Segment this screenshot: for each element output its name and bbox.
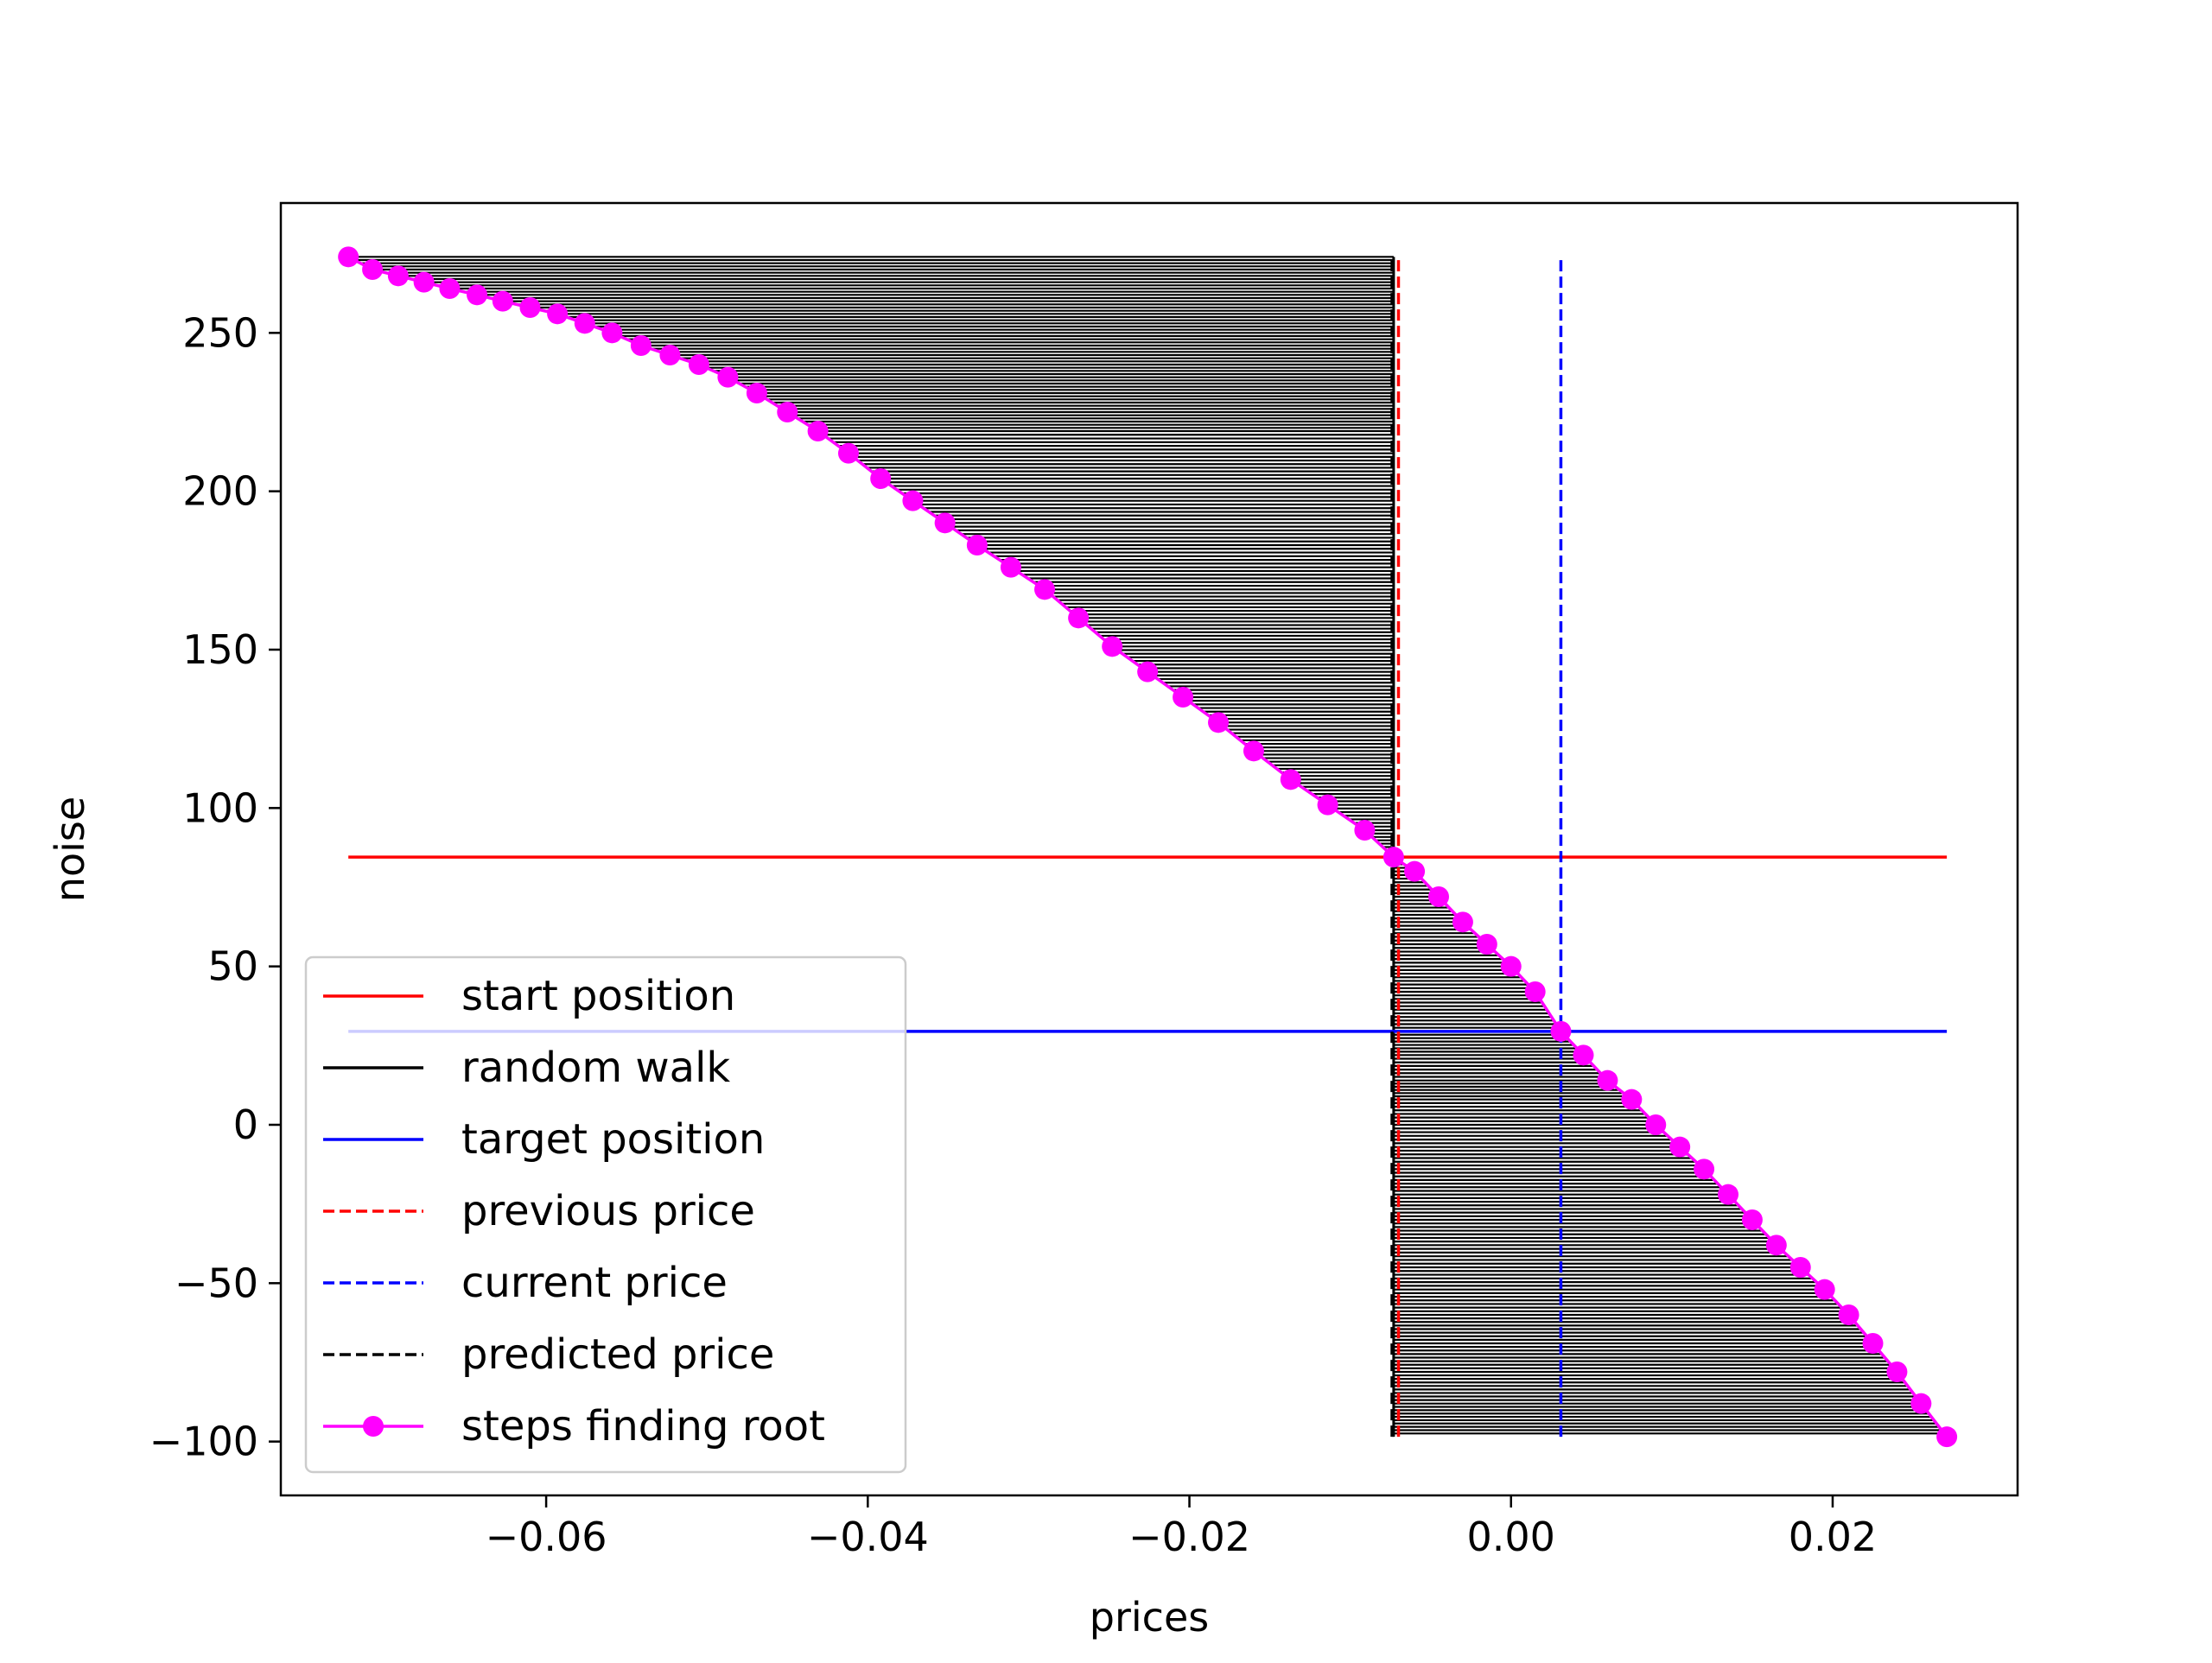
y-tick-label: 200 xyxy=(182,468,258,515)
step-point xyxy=(1910,1393,1932,1414)
step-point xyxy=(902,490,924,511)
step-point xyxy=(413,271,435,293)
y-tick-label: −100 xyxy=(149,1419,258,1465)
step-point xyxy=(387,265,409,287)
y-tick-label: 100 xyxy=(182,784,258,831)
step-point xyxy=(1476,934,1497,955)
legend-box xyxy=(304,955,907,1474)
step-point xyxy=(934,512,956,534)
step-point xyxy=(746,383,767,403)
step-point xyxy=(870,468,892,489)
step-point xyxy=(519,297,541,318)
step-point xyxy=(1550,1020,1572,1042)
step-point xyxy=(1428,886,1449,907)
steps-layer xyxy=(338,246,1958,1448)
step-point xyxy=(1280,769,1301,790)
step-point xyxy=(1034,579,1056,600)
step-point xyxy=(1500,955,1522,977)
step-point xyxy=(717,366,739,388)
legend-label: target position xyxy=(461,1115,765,1164)
step-point xyxy=(1208,712,1230,733)
step-point xyxy=(1382,847,1404,868)
step-point xyxy=(1814,1279,1835,1300)
x-tick-label: 0.02 xyxy=(1789,1514,1877,1560)
step-point xyxy=(1173,687,1194,708)
step-point xyxy=(1452,911,1473,933)
step-point xyxy=(966,535,988,555)
step-point xyxy=(1936,1426,1958,1448)
step-point xyxy=(467,284,488,306)
step-point xyxy=(1573,1044,1594,1066)
legend-label: random walk xyxy=(461,1044,730,1092)
step-point xyxy=(338,246,359,268)
y-tick-label: 0 xyxy=(233,1101,258,1148)
step-point xyxy=(1838,1304,1859,1325)
steps-line xyxy=(347,255,1948,1438)
step-point xyxy=(492,290,513,312)
step-point xyxy=(1694,1158,1715,1180)
step-point xyxy=(1597,1070,1618,1091)
y-axis-label: noise xyxy=(47,797,93,902)
y-tick-label: 50 xyxy=(207,943,258,990)
step-point xyxy=(1102,636,1123,657)
step-point xyxy=(1317,794,1338,816)
step-point xyxy=(1621,1089,1643,1110)
step-point xyxy=(1765,1235,1787,1256)
step-point xyxy=(1068,607,1090,629)
step-point xyxy=(1137,661,1159,682)
step-point xyxy=(1718,1184,1738,1205)
step-point xyxy=(659,345,681,365)
step-point xyxy=(688,354,709,375)
step-point xyxy=(574,313,595,334)
x-tick-label: 0.00 xyxy=(1467,1514,1555,1560)
x-tick-label: −0.04 xyxy=(807,1514,929,1560)
step-point xyxy=(601,322,623,344)
y-axis-ticks: 250 200 150 100 50 0 −50 −100 xyxy=(149,309,281,1465)
step-point xyxy=(1243,740,1264,762)
y-tick-label: 150 xyxy=(182,626,258,673)
x-axis-label: prices xyxy=(1090,1594,1209,1641)
legend-label: previous price xyxy=(461,1187,755,1235)
y-tick-label: 250 xyxy=(182,309,258,356)
step-point xyxy=(1524,981,1546,1002)
x-tick-label: −0.02 xyxy=(1128,1514,1250,1560)
step-point xyxy=(1354,820,1376,841)
y-tick-label: −50 xyxy=(175,1260,258,1306)
x-axis-ticks: −0.06 −0.04 −0.02 0.00 0.02 xyxy=(486,1495,1877,1560)
step-point xyxy=(630,335,652,356)
x-tick-label: −0.06 xyxy=(486,1514,607,1560)
step-point xyxy=(547,303,569,325)
legend-label: steps finding root xyxy=(461,1402,825,1450)
step-point xyxy=(1645,1114,1667,1135)
step-point xyxy=(837,442,859,464)
legend-label: predicted price xyxy=(461,1330,774,1379)
legend-marker xyxy=(363,1416,384,1437)
step-point xyxy=(1669,1136,1691,1158)
step-point xyxy=(1741,1209,1763,1230)
legend-label: current price xyxy=(461,1259,728,1307)
step-point xyxy=(807,421,829,441)
step-point xyxy=(439,278,461,299)
plot-frame xyxy=(279,201,2019,1497)
step-point xyxy=(777,402,798,422)
step-point xyxy=(1789,1257,1811,1278)
step-point xyxy=(1000,556,1021,578)
step-point xyxy=(1862,1333,1884,1354)
step-point xyxy=(1886,1362,1908,1382)
step-point xyxy=(1404,860,1426,882)
step-point xyxy=(362,259,384,280)
legend-label: start position xyxy=(461,972,735,1020)
legend: start position random walk target position… xyxy=(304,955,907,1474)
